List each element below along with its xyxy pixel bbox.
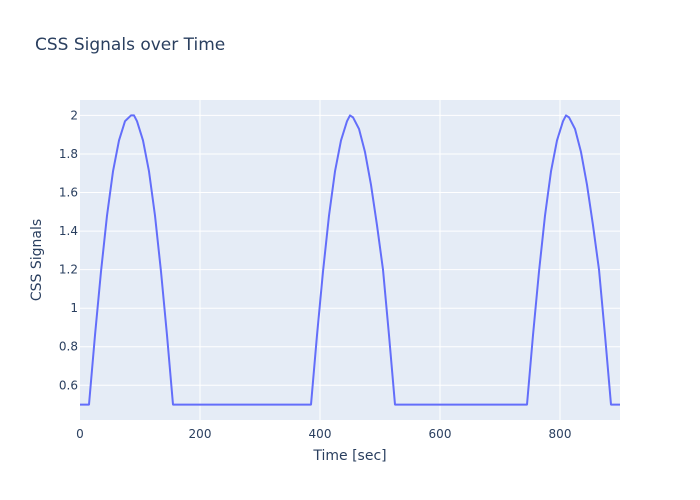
- y-tick-label: 2: [70, 108, 78, 122]
- plot-area: [80, 100, 620, 420]
- y-tick-label: 0.6: [59, 378, 78, 392]
- y-axis-title: CSS Signals: [29, 219, 45, 301]
- y-tick-label: 1.4: [59, 224, 78, 238]
- chart-title: CSS Signals over Time: [35, 35, 225, 55]
- y-tick-label: 1.8: [59, 147, 78, 161]
- x-tick-label: 400: [309, 427, 332, 441]
- y-tick-labels: 0.6 0.8 1 1.2 1.4 1.6 1.8 2: [59, 108, 78, 392]
- x-tick-label: 600: [429, 427, 452, 441]
- x-tick-labels: 0 200 400 600 800: [76, 427, 571, 441]
- x-tick-label: 0: [76, 427, 84, 441]
- y-tick-label: 1: [70, 301, 78, 315]
- series-line: [80, 114, 620, 406]
- y-tick-label: 1.2: [59, 263, 78, 277]
- y-tick-label: 0.8: [59, 340, 78, 354]
- x-axis-title: Time [sec]: [312, 448, 386, 464]
- y-tick-label: 1.6: [59, 186, 78, 200]
- series-layer: [80, 114, 620, 406]
- x-tick-label: 200: [189, 427, 212, 441]
- y-gridlines: [80, 114, 620, 386]
- x-tick-label: 800: [549, 427, 572, 441]
- x-gridlines: [199, 100, 561, 420]
